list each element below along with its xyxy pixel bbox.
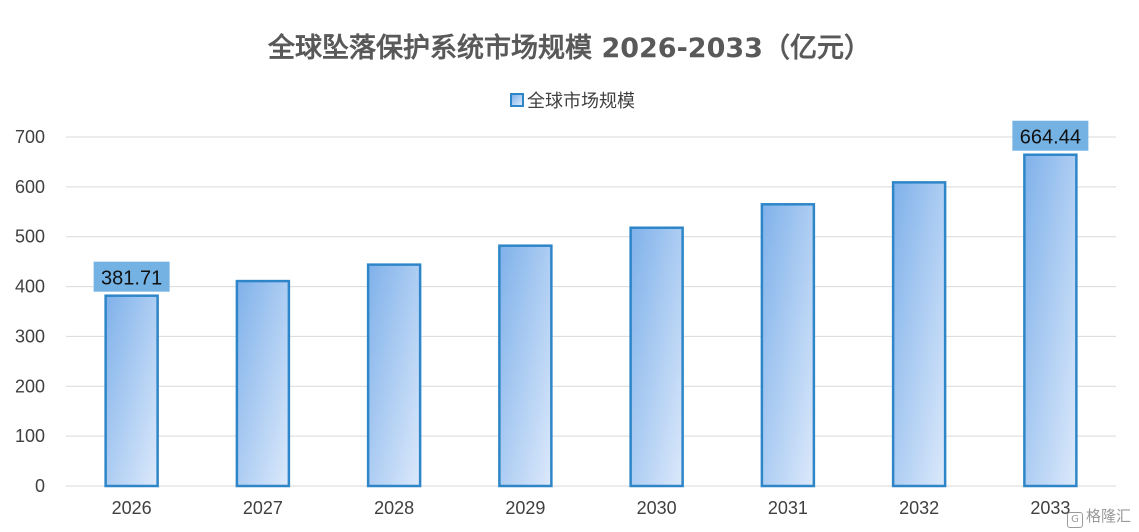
gridlines [66,136,1116,487]
y-tick-label: 700 [15,127,45,147]
bar-2030 [629,226,684,488]
x-tick-label: 2028 [374,498,414,518]
watermark: G 格隆汇 [1066,505,1131,528]
gelonghui-logo-icon: G [1066,512,1083,528]
legend-swatch [510,93,524,107]
watermark-text: 格隆汇 [1085,507,1131,525]
data-label-box-2026 [93,261,170,292]
y-tick-label: 600 [15,177,45,197]
data-label-box-2033 [1012,120,1089,151]
bar-2027 [235,279,291,488]
legend-label: 全球市场规模 [527,91,635,112]
bar-2028 [366,263,422,488]
x-tick-label: 2033 [1030,498,1070,518]
y-tick-label: 400 [15,277,45,297]
bar-2026 [104,294,159,488]
x-tick-label: 2026 [112,498,152,518]
axes: 0 100 200 300 400 500 600 700 2026 2027 2028 2029 20… [15,127,1070,518]
y-tick-label: 100 [15,426,45,446]
data-labels: 381.71 664.44 [93,120,1089,292]
y-tick-label: 500 [15,227,45,247]
x-tick-label: 2029 [505,498,545,518]
data-label-2033: 664.44 [1020,127,1081,149]
bar-2032 [891,181,947,488]
y-tick-label: 300 [15,326,45,346]
bar-2033 [1023,153,1078,488]
bar-2031 [760,203,816,488]
y-tick-label: 200 [15,376,45,396]
x-tick-label: 2031 [768,498,808,518]
legend: 全球市场规模 [510,87,635,113]
bar-2029 [498,244,553,488]
x-tick-label: 2030 [637,498,677,518]
y-tick-label: 0 [35,476,45,496]
chart-title: 全球坠落保护系统市场规模 2026-2033（亿元） [268,33,871,64]
data-label-2026: 381.71 [101,268,162,290]
bars [104,153,1078,488]
x-tick-label: 2027 [243,498,283,518]
x-tick-label: 2032 [899,498,939,518]
